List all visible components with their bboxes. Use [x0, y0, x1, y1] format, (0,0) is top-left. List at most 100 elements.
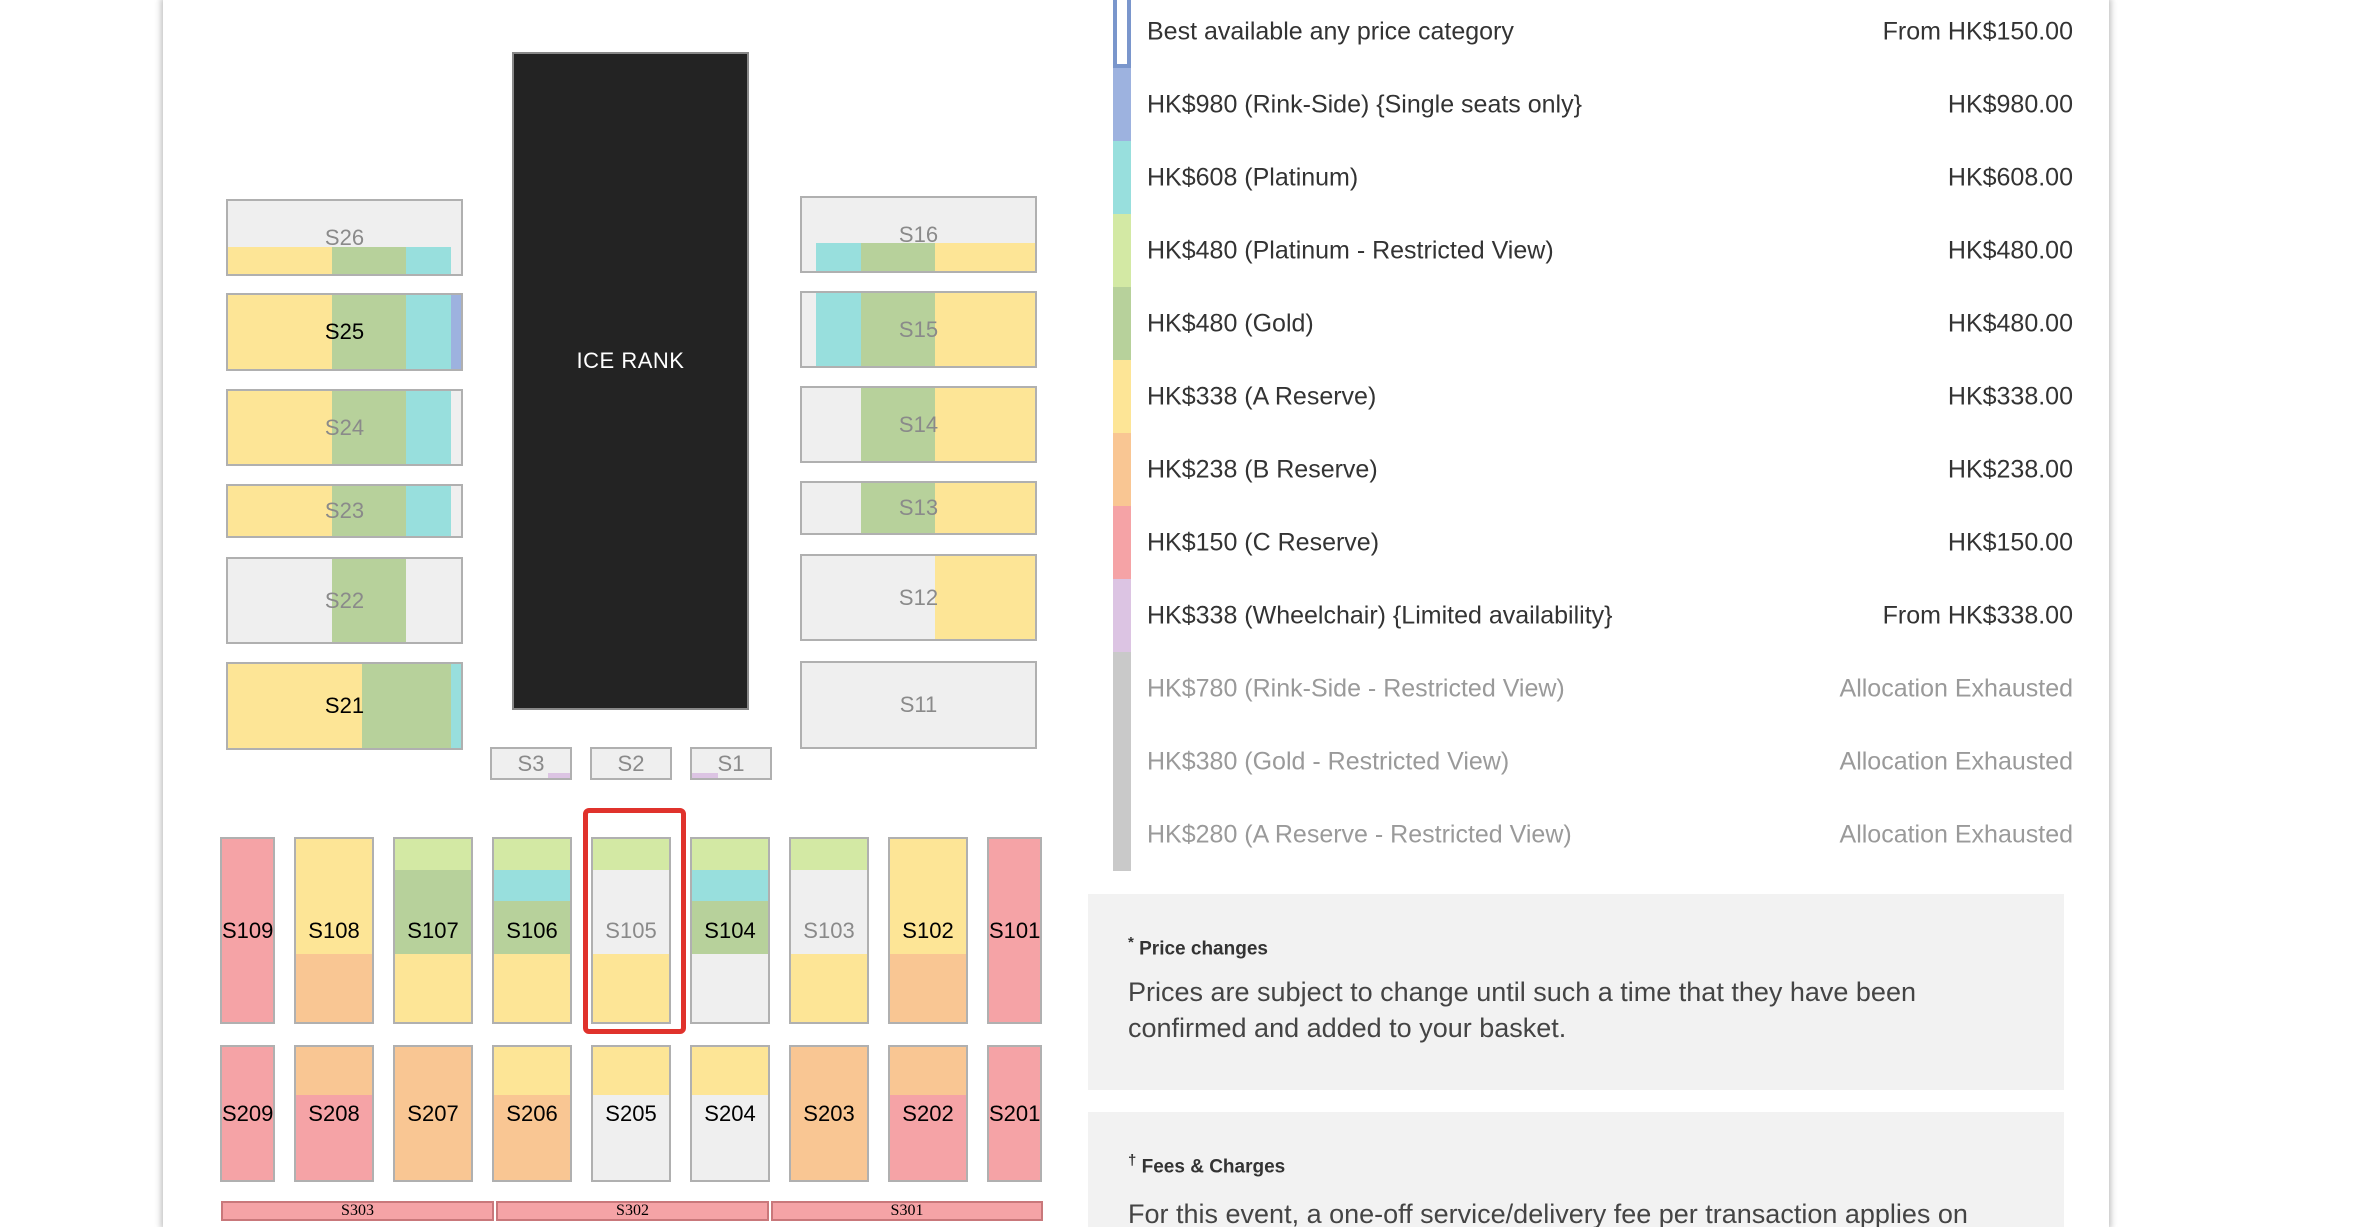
- section-s105[interactable]: S105: [591, 837, 671, 1024]
- price-row-platinum-restricted[interactable]: HK$480 (Platinum - Restricted View) HK$4…: [1113, 214, 2073, 287]
- section-s109[interactable]: S109: [220, 837, 275, 1024]
- section-label: S207: [407, 1100, 459, 1126]
- price-row-a-reserve[interactable]: HK$338 (A Reserve) HK$338.00: [1113, 360, 2073, 433]
- price-row-rink-side[interactable]: HK$980 (Rink-Side) {Single seats only} H…: [1113, 68, 2073, 141]
- section-s1[interactable]: S1: [690, 747, 772, 780]
- section-s14[interactable]: S14: [800, 386, 1037, 463]
- section-s15[interactable]: S15: [800, 291, 1037, 368]
- section-label: S108: [308, 917, 360, 943]
- section-label: S109: [222, 917, 274, 943]
- section-label: S12: [898, 584, 939, 610]
- section-label: S206: [506, 1100, 558, 1126]
- price-row-gold-restricted: HK$380 (Gold - Restricted View) Allocati…: [1113, 725, 2073, 798]
- section-label: S106: [506, 917, 558, 943]
- price-name: HK$150 (C Reserve): [1147, 528, 1380, 556]
- section-s21[interactable]: S21: [226, 662, 463, 750]
- section-s12[interactable]: S12: [800, 554, 1037, 641]
- section-s104[interactable]: S104: [690, 837, 770, 1024]
- price-name: HK$608 (Platinum): [1147, 163, 1359, 191]
- price-changes-box: * Price changes Prices are subject to ch…: [1088, 894, 2064, 1090]
- price-name: Best available any price category: [1147, 17, 1514, 45]
- price-row-wheelchair[interactable]: HK$338 (Wheelchair) {Limited availabilit…: [1113, 579, 2073, 652]
- price-swatch: [1113, 652, 1131, 725]
- fees-text: For this event, a one-off service/delive…: [1128, 1199, 1968, 1227]
- section-s103[interactable]: S103: [789, 837, 869, 1024]
- section-label: S23: [324, 498, 365, 523]
- section-label: S205: [605, 1100, 657, 1126]
- price-swatch: [1113, 214, 1131, 287]
- fees-title: † Fees & Charges: [1128, 1152, 1286, 1178]
- price-value: HK$150.00: [1947, 528, 2073, 556]
- section-s11[interactable]: S11: [800, 661, 1037, 749]
- section-s16[interactable]: S16: [800, 196, 1037, 273]
- price-changes-title: * Price changes: [1128, 934, 1268, 960]
- price-name: HK$338 (A Reserve): [1147, 382, 1377, 410]
- section-s301[interactable]: S301: [771, 1201, 1043, 1221]
- section-label: S103: [803, 917, 855, 943]
- section-label: S209: [222, 1100, 274, 1126]
- price-row-a-reserve-restricted: HK$280 (A Reserve - Restricted View) All…: [1113, 798, 2073, 871]
- price-swatch: [1113, 433, 1131, 506]
- section-s302[interactable]: S302: [496, 1201, 769, 1221]
- price-name: HK$238 (B Reserve): [1147, 455, 1378, 483]
- section-s206[interactable]: S206: [492, 1045, 572, 1182]
- section-label: S201: [989, 1100, 1041, 1126]
- price-value: From HK$338.00: [1882, 601, 2073, 629]
- price-value: HK$980.00: [1947, 90, 2073, 118]
- price-value: HK$238.00: [1947, 455, 2073, 483]
- section-s3[interactable]: S3: [490, 747, 572, 780]
- section-s208[interactable]: S208: [294, 1045, 374, 1182]
- price-row-c-reserve[interactable]: HK$150 (C Reserve) HK$150.00: [1113, 506, 2073, 579]
- section-s205[interactable]: S205: [591, 1045, 671, 1182]
- price-row-rink-side-restricted: HK$780 (Rink-Side - Restricted View) All…: [1113, 652, 2073, 725]
- section-label: S1: [717, 750, 745, 776]
- section-s2[interactable]: S2: [590, 747, 672, 780]
- section-s204[interactable]: S204: [690, 1045, 770, 1182]
- section-s106[interactable]: S106: [492, 837, 572, 1024]
- section-label: S13: [898, 495, 939, 520]
- section-label: S208: [308, 1100, 360, 1126]
- section-s25[interactable]: S25: [226, 293, 463, 371]
- price-swatch: [1113, 141, 1131, 214]
- section-label: S11: [899, 692, 938, 717]
- price-value: HK$480.00: [1947, 236, 2073, 264]
- price-swatch: [1113, 287, 1131, 360]
- price-value: Allocation Exhausted: [1839, 820, 2073, 848]
- section-s102[interactable]: S102: [888, 837, 968, 1024]
- section-s303[interactable]: S303: [221, 1201, 494, 1221]
- price-row-best-available[interactable]: Best available any price category From H…: [1113, 0, 2073, 68]
- section-s13[interactable]: S13: [800, 481, 1037, 535]
- price-swatch: [1113, 725, 1131, 798]
- section-s24[interactable]: S24: [226, 389, 463, 466]
- section-s108[interactable]: S108: [294, 837, 374, 1024]
- price-row-platinum[interactable]: HK$608 (Platinum) HK$608.00: [1113, 141, 2073, 214]
- price-swatch: [1113, 0, 1131, 68]
- price-row-b-reserve[interactable]: HK$238 (B Reserve) HK$238.00: [1113, 433, 2073, 506]
- price-changes-text: Prices are subject to change until such …: [1128, 977, 1916, 1044]
- section-label: S24: [324, 414, 365, 440]
- section-s107[interactable]: S107: [393, 837, 473, 1024]
- price-value: HK$608.00: [1947, 163, 2073, 191]
- section-label: S21: [324, 693, 365, 718]
- section-label: S25: [324, 319, 365, 344]
- price-value: Allocation Exhausted: [1839, 747, 2073, 775]
- section-s209[interactable]: S209: [220, 1045, 275, 1182]
- section-s101[interactable]: S101: [987, 837, 1042, 1024]
- price-swatch: [1113, 68, 1131, 141]
- section-s26[interactable]: S26: [226, 199, 463, 276]
- section-s201[interactable]: S201: [987, 1045, 1042, 1182]
- section-s202[interactable]: S202: [888, 1045, 968, 1182]
- price-swatch: [1113, 506, 1131, 579]
- seat-map: ICE RANK S26 S25 S24 S23: [163, 0, 1063, 1227]
- price-row-gold[interactable]: HK$480 (Gold) HK$480.00: [1113, 287, 2073, 360]
- price-name: HK$280 (A Reserve - Restricted View): [1147, 820, 1572, 848]
- section-s207[interactable]: S207: [393, 1045, 473, 1182]
- section-label: S22: [324, 587, 365, 613]
- price-name: HK$480 (Platinum - Restricted View): [1147, 236, 1554, 264]
- section-label: S107: [407, 917, 459, 943]
- section-s22[interactable]: S22: [226, 557, 463, 644]
- section-label: S3: [517, 750, 545, 776]
- section-label: S202: [902, 1100, 954, 1126]
- section-s203[interactable]: S203: [789, 1045, 869, 1182]
- section-s23[interactable]: S23: [226, 484, 463, 538]
